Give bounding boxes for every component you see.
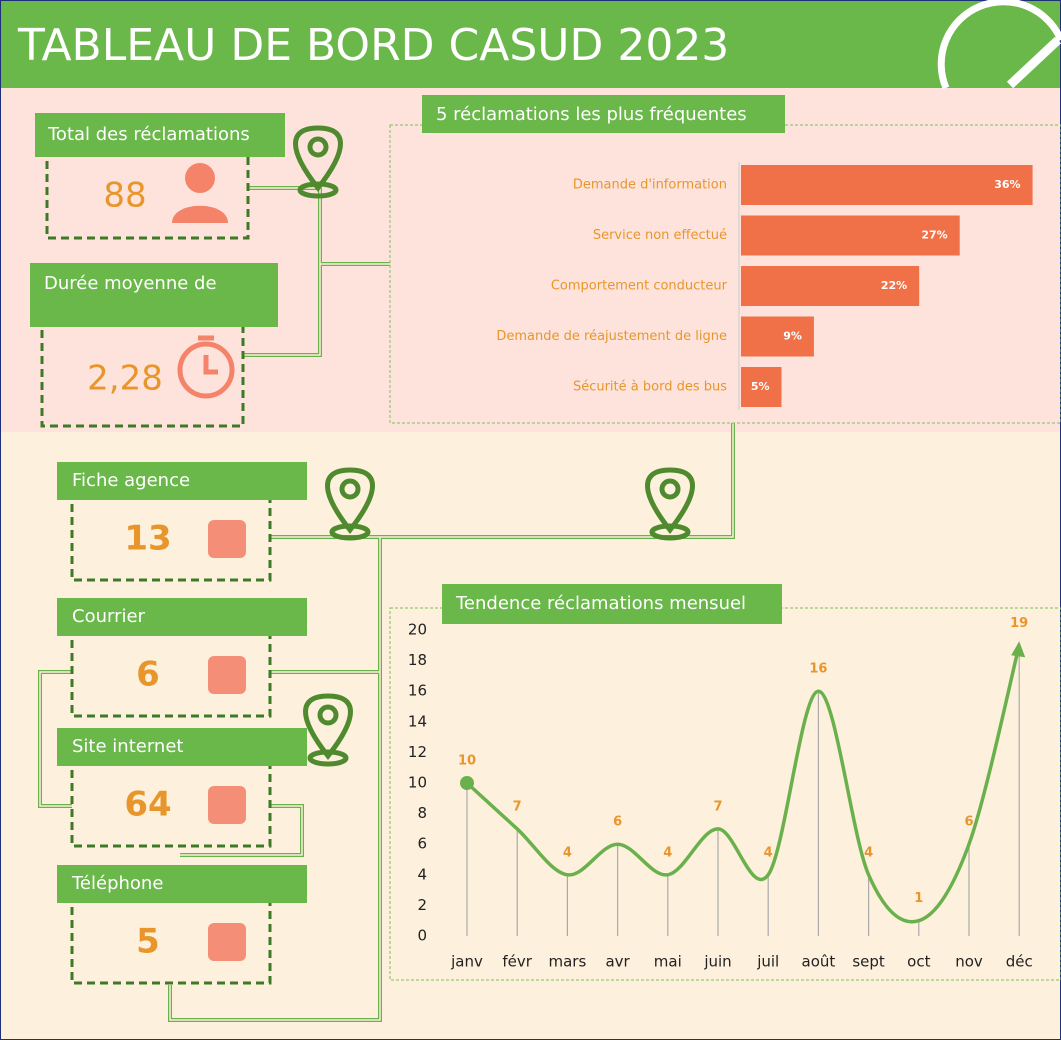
channel-icon: [208, 520, 246, 558]
kpi-value: 2,28: [87, 359, 163, 399]
channel-value: 6: [136, 655, 160, 695]
data-label: 4: [864, 845, 873, 860]
kpi-label-box: [30, 263, 278, 327]
channel-label: Fiche agence: [72, 470, 190, 491]
bar-category: Sécurité à bord des bus: [573, 380, 727, 395]
channel-label: Site internet: [72, 736, 183, 757]
channel-icon: [208, 656, 246, 694]
header-band: [0, 0, 1061, 88]
bar-category: Service non effectué: [593, 228, 727, 243]
bar: [741, 316, 814, 357]
kpi-box: [45, 148, 250, 240]
channel-value: 5: [136, 922, 160, 962]
line-title-box: [442, 584, 782, 624]
x-tick-label: mai: [654, 953, 682, 971]
data-label: 6: [964, 815, 973, 830]
pins: [293, 125, 695, 767]
y-tick-label: 8: [417, 804, 427, 822]
channel-label-box: [57, 865, 307, 903]
data-label: 16: [809, 662, 827, 677]
x-tick-label: avr: [605, 953, 630, 971]
bar-category: Comportement conducteur: [551, 279, 728, 294]
x-tick-label: nov: [955, 953, 983, 971]
x-tick-label: sept: [852, 953, 885, 971]
x-tick-label: mars: [549, 953, 587, 971]
data-label: 19: [1010, 616, 1028, 631]
x-tick-label: juin: [703, 953, 731, 971]
kpi-label: Durée moyenne de: [44, 273, 217, 294]
data-label: 4: [563, 845, 572, 860]
channel-value: 13: [124, 519, 171, 559]
x-tick-label: oct: [907, 953, 930, 971]
channel-icon: [208, 786, 246, 824]
channel-label: Courrier: [72, 606, 146, 627]
bar-value-label: 36%: [994, 178, 1020, 191]
y-tick-label: 0: [417, 927, 427, 945]
bar: [741, 215, 960, 256]
kpi-value: 88: [103, 176, 146, 216]
bar-value-label: 22%: [881, 279, 907, 292]
channel-label: Téléphone: [71, 873, 163, 894]
data-label: 4: [764, 845, 773, 860]
data-label: 1: [914, 891, 923, 906]
channel-label-box: [57, 728, 307, 766]
kpi-box: [40, 316, 245, 428]
channel-label-box: [57, 462, 307, 500]
y-tick-label: 18: [408, 651, 427, 669]
y-tick-label: 16: [408, 682, 427, 700]
channel-icon: [208, 923, 246, 961]
y-tick-label: 4: [417, 865, 427, 883]
y-tick-label: 20: [408, 621, 427, 639]
data-label: 4: [663, 845, 672, 860]
bar-title-box: [422, 95, 785, 133]
bar-value-label: 9%: [783, 330, 802, 343]
y-tick-label: 12: [408, 743, 427, 761]
bar-value-label: 5%: [751, 380, 770, 393]
line-start-marker: [460, 776, 474, 790]
bar: [741, 367, 782, 407]
timer-icon: [177, 335, 235, 399]
bar-value-label: 27%: [921, 229, 947, 242]
connectors: [38, 186, 735, 1022]
y-tick-label: 2: [417, 896, 427, 914]
data-label: 10: [458, 754, 476, 769]
channel-label-box: [57, 598, 307, 636]
x-tick-label: juil: [756, 953, 779, 971]
x-tick-label: févr: [502, 953, 532, 971]
line-end-arrow: [1011, 641, 1026, 658]
y-tick-label: 10: [408, 774, 427, 792]
bar: [741, 165, 1033, 205]
x-tick-label: janv: [450, 953, 483, 971]
data-label: 6: [613, 815, 622, 830]
data-label: 7: [513, 799, 522, 814]
kpi-label-box: [35, 113, 285, 157]
bar-category: Demande d'information: [573, 178, 727, 193]
bar-title: 5 réclamations les plus fréquentes: [436, 104, 747, 125]
bar-category: Demande de réajustement de ligne: [496, 329, 727, 344]
data-label: 7: [713, 799, 722, 814]
person-icon: [172, 163, 228, 223]
gauge-icon: [937, 0, 1061, 90]
line-title: Tendence réclamations mensuel: [455, 593, 746, 614]
x-tick-label: août: [802, 953, 836, 971]
channel-value: 64: [124, 785, 171, 825]
header-title: TABLEAU DE BORD CASUD 2023: [17, 20, 729, 71]
bar: [741, 266, 920, 306]
x-tick-label: déc: [1006, 953, 1033, 971]
y-tick-label: 6: [417, 835, 427, 853]
y-tick-label: 14: [408, 712, 427, 730]
kpi-label: Total des réclamations: [47, 124, 250, 145]
line-series: [465, 644, 1021, 924]
